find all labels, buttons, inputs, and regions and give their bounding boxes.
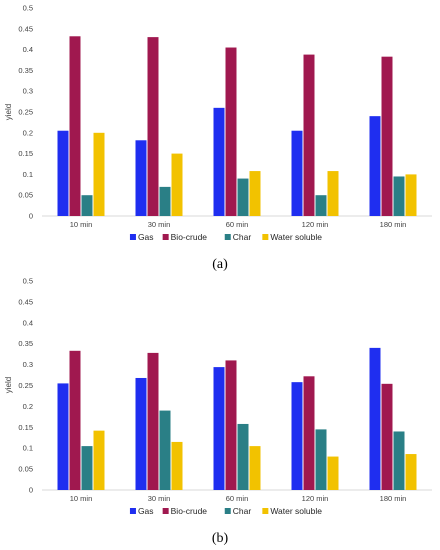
bar-gas-60min	[213, 367, 225, 490]
y-tick-label: 0.5	[23, 277, 33, 286]
bar-char-30min	[159, 410, 171, 490]
legend-swatch	[129, 234, 136, 240]
x-tick-label: 180 min	[380, 494, 407, 503]
y-axis-label: yield	[4, 377, 13, 393]
y-tick-label: 0.35	[18, 66, 33, 75]
y-tick-label: 0.25	[18, 108, 33, 117]
chart-panel-2: 0 0.05 0.1 0.15 0.2 0.25 0.3 0.35 0.4 0.45 0.5 yiel…	[4, 277, 432, 546]
y-tick-label: 0.05	[18, 465, 33, 474]
legend-label: Gas	[138, 506, 154, 516]
x-tick-label: 120 min	[302, 494, 329, 503]
legend-label: Bio-crude	[171, 506, 208, 516]
y-tick-label: 0.3	[23, 87, 33, 96]
bar-char-120min	[315, 195, 327, 216]
bar-char-180min	[393, 431, 405, 490]
y-tick-label: 0.15	[18, 423, 33, 432]
bar-gas-10min	[57, 130, 69, 216]
bar-bio-crude-120min	[303, 54, 315, 217]
legend-label: Water soluble	[270, 506, 322, 516]
y-tick-label: 0.2	[23, 402, 33, 411]
legend-swatch	[262, 234, 269, 240]
y-tick-label: 0.5	[23, 4, 33, 13]
bar-gas-10min	[57, 383, 69, 490]
x-tick-label: 120 min	[302, 220, 329, 229]
bar-bio-crude-10min	[69, 36, 81, 217]
bar-water-soluble-180min	[405, 454, 417, 490]
legend-swatch	[162, 508, 169, 514]
x-tick-label: 30 min	[148, 494, 171, 503]
bar-water-soluble-30min	[171, 153, 183, 216]
y-tick-label: 0	[29, 486, 33, 495]
bar-char-10min	[81, 195, 93, 216]
y-tick-label: 0.1	[23, 444, 33, 453]
y-tick-label: 0.3	[23, 360, 33, 369]
legend-label: Char	[233, 232, 252, 242]
x-tick-label: 10 min	[70, 220, 93, 229]
y-tick-label: 0.45	[18, 297, 33, 306]
x-tick-label: 180 min	[380, 220, 407, 229]
bar-bio-crude-10min	[69, 350, 81, 490]
bar-gas-30min	[135, 140, 147, 216]
y-tick-label: 0.45	[18, 24, 33, 33]
bar-water-soluble-30min	[171, 441, 183, 490]
bar-bio-crude-30min	[147, 37, 159, 217]
bar-char-30min	[159, 186, 171, 216]
x-tick-label: 60 min	[226, 494, 249, 503]
y-tick-label: 0.35	[18, 339, 33, 348]
bar-char-120min	[315, 429, 327, 490]
y-tick-label: 0.15	[18, 149, 33, 158]
y-tick-label: 0.1	[23, 170, 33, 179]
bar-gas-120min	[291, 382, 303, 490]
y-tick-label: 0.2	[23, 128, 33, 137]
bar-bio-crude-180min	[381, 56, 393, 217]
legend-swatch	[224, 234, 231, 240]
bar-char-10min	[81, 446, 93, 490]
y-axis-label: yield	[4, 104, 13, 120]
bar-bio-crude-60min	[225, 47, 237, 216]
bar-bio-crude-180min	[381, 383, 393, 490]
legend-swatch	[162, 234, 169, 240]
bar-water-soluble-60min	[249, 171, 261, 216]
bar-bio-crude-60min	[225, 360, 237, 490]
legend-label: Gas	[138, 232, 154, 242]
y-tick-label: 0	[29, 212, 33, 221]
x-tick-label: 30 min	[148, 220, 171, 229]
bar-char-60min	[237, 423, 249, 490]
y-tick-label: 0.25	[18, 381, 33, 390]
legend-swatch	[129, 508, 136, 514]
y-tick-label: 0.05	[18, 191, 33, 200]
chart-panel-1: 0 0.05 0.1 0.15 0.2 0.25 0.3 0.35 0.4 0.45 0.5 yiel…	[4, 4, 432, 272]
bar-gas-60min	[213, 107, 225, 216]
bar-bio-crude-120min	[303, 376, 315, 490]
legend-label: Bio-crude	[171, 232, 208, 242]
bar-water-soluble-120min	[327, 171, 339, 216]
bar-water-soluble-10min	[93, 430, 105, 490]
bar-gas-120min	[291, 130, 303, 216]
bar-gas-30min	[135, 377, 147, 490]
legend-swatch	[262, 508, 269, 514]
bar-water-soluble-180min	[405, 174, 417, 216]
bar-gas-180min	[369, 116, 381, 216]
bar-char-180min	[393, 176, 405, 216]
bar-water-soluble-60min	[249, 446, 261, 490]
x-tick-label: 10 min	[70, 494, 93, 503]
bar-gas-180min	[369, 347, 381, 490]
y-tick-label: 0.4	[23, 318, 33, 327]
panel-label: (b)	[212, 531, 229, 546]
bar-water-soluble-10min	[93, 132, 105, 216]
bar-water-soluble-120min	[327, 456, 339, 490]
legend-label: Char	[233, 506, 252, 516]
y-tick-label: 0.4	[23, 45, 33, 54]
bar-char-60min	[237, 178, 249, 216]
panel-label: (a)	[212, 257, 228, 272]
legend-label: Water soluble	[270, 232, 322, 242]
x-tick-label: 60 min	[226, 220, 249, 229]
legend-swatch	[224, 508, 231, 514]
bar-bio-crude-30min	[147, 352, 159, 490]
